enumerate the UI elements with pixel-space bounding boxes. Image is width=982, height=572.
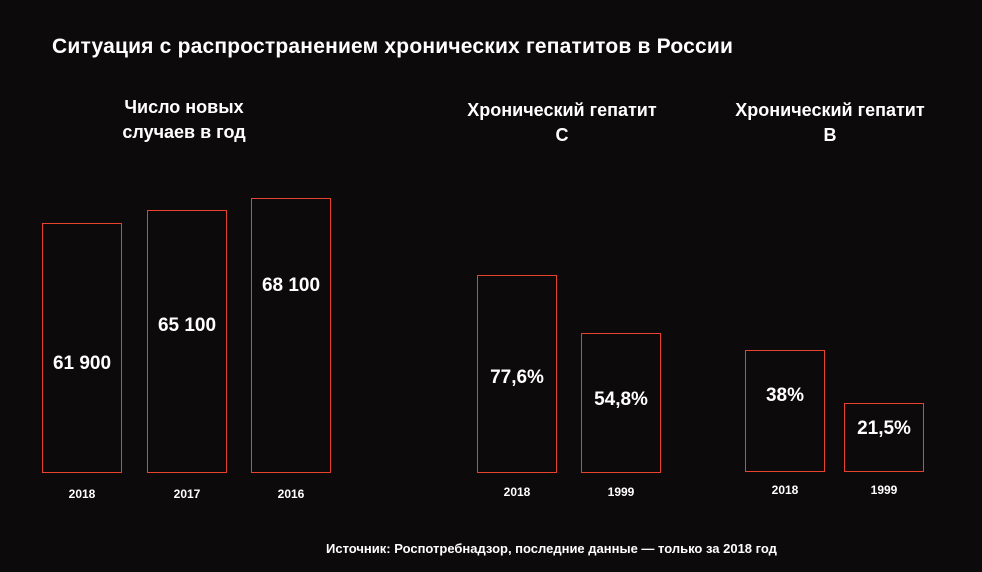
x-tick-label: 2018: [504, 485, 531, 499]
bar-value-label: 54,8%: [594, 389, 648, 411]
x-tick-label: 1999: [608, 485, 635, 499]
x-tick-label: 2018: [772, 483, 799, 497]
bar-value-label: 38%: [766, 385, 804, 407]
bar-value-label: 77,6%: [490, 367, 544, 389]
group-title-hepatitis-c: Хронический гепатит С: [462, 98, 662, 148]
bar-value-label: 65 100: [158, 315, 216, 337]
bar-2-2018: [745, 350, 825, 472]
group-title-new-cases: Число новых случаев в год: [96, 95, 272, 145]
chart-title: Ситуация с распространением хронических …: [52, 35, 733, 59]
bar-0-2017: [147, 210, 227, 473]
source-note: Источник: Роспотребнадзор, последние дан…: [326, 541, 777, 556]
x-tick-label: 2018: [69, 487, 96, 501]
bar-value-label: 61 900: [53, 353, 111, 375]
bar-0-2018: [42, 223, 122, 473]
x-tick-label: 2017: [174, 487, 201, 501]
x-tick-label: 2016: [278, 487, 305, 501]
group-title-hepatitis-b: Хронический гепатит В: [730, 98, 930, 148]
bar-0-2016: [251, 198, 331, 473]
bar-value-label: 68 100: [262, 275, 320, 297]
x-tick-label: 1999: [871, 483, 898, 497]
bar-value-label: 21,5%: [857, 418, 911, 440]
